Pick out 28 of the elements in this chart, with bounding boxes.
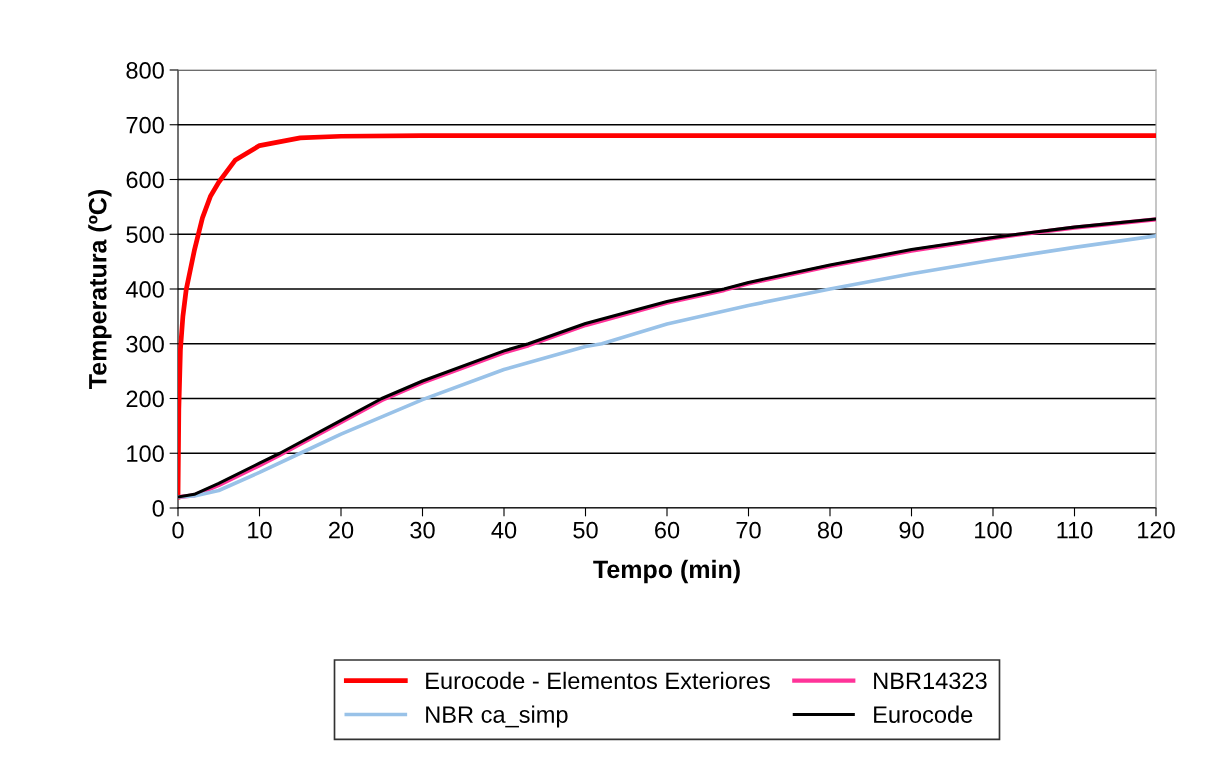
y-tick-label: 200 [126,390,164,408]
x-tick-label: 0 [172,521,184,539]
y-tick-label: 600 [126,171,164,189]
y-tick-label: 500 [126,226,164,244]
x-tick-label: 40 [491,521,517,539]
y-tick-label: 0 [152,500,164,517]
x-tick-label: 70 [736,521,761,539]
x-tick-label: 30 [410,521,435,539]
x-tick-label: 60 [655,521,680,539]
y-tick-label: 700 [126,116,164,134]
y-tick-label: 800 [126,62,164,79]
x-tick-label: 110 [1057,521,1093,539]
legend-label: NBR ca_simp [426,705,568,728]
y-tick-label: 300 [126,335,164,353]
legend-label: NBR14323 [874,672,987,690]
x-tick-label: 100 [975,521,1012,539]
x-axis-title: Tempo (min) [593,559,740,584]
legend-label: Eurocode - Elementos Exteriores [426,671,770,690]
x-tick-label: 50 [573,521,598,539]
x-tick-label: 120 [1138,521,1175,539]
y-tick-label: 400 [125,281,164,298]
y-tick-label: 100 [127,445,164,463]
x-tick-label: 10 [248,521,272,539]
y-axis-title: Temperatura (ºC) [88,190,112,389]
x-tick-label: 20 [329,521,354,539]
x-tick-label: 90 [899,521,924,539]
legend-label: Eurocode [874,705,973,723]
x-tick-label: 80 [817,521,843,539]
